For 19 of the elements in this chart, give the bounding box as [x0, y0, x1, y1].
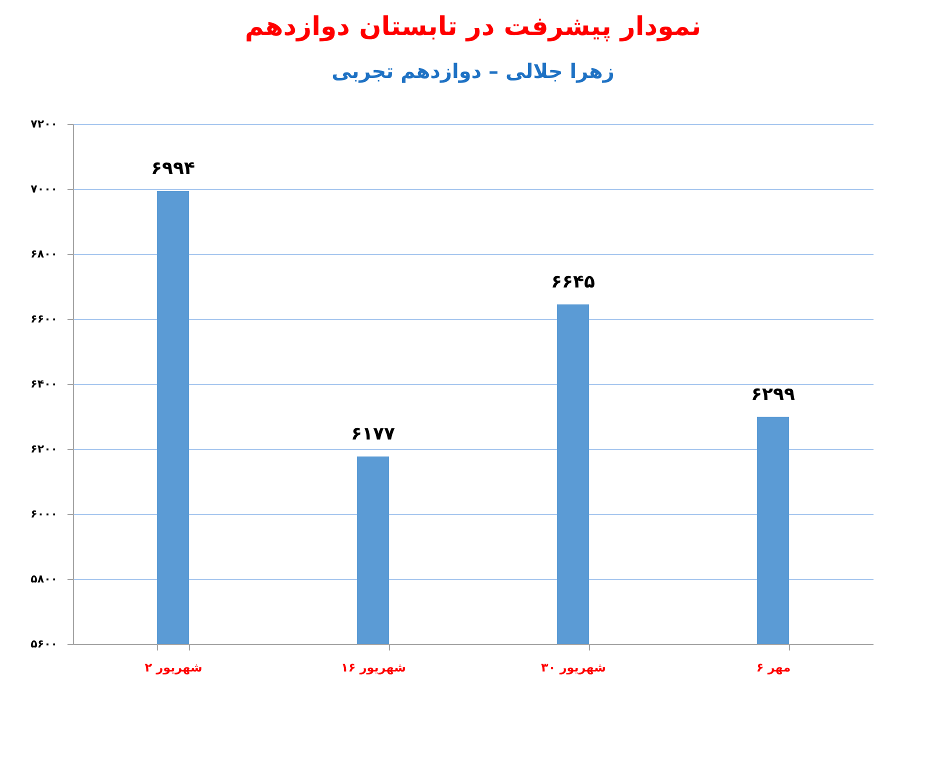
y-tick-label: ۶۴۰۰	[30, 378, 58, 390]
y-tick-label: ۶۲۰۰	[30, 442, 58, 456]
data-label: ۶۱۷۷	[351, 423, 395, 444]
x-tick-label: ۱۶ شهریور	[341, 660, 406, 674]
y-tick-label: ۶۰۰۰	[30, 508, 58, 520]
y-tick-label: ۵۸۰۰	[30, 572, 58, 586]
y-tick-label: ۷۲۰۰	[30, 118, 58, 130]
y-tick-label: ۶۶۰۰	[30, 312, 58, 326]
y-tick-label: ۵۶۰۰	[30, 638, 58, 650]
y-tick-label: ۶۸۰۰	[30, 248, 58, 260]
data-label: ۶۲۹۹	[751, 384, 795, 405]
data-label: ۶۹۹۴	[151, 158, 195, 179]
data-label: ۶۶۴۵	[551, 271, 595, 292]
chart-subtitle: زهرا جلالی – دوازدهم تجربی	[332, 59, 614, 83]
chart-title: نمودار پیشرفت در تابستان دوازدهم	[244, 12, 702, 42]
x-tick-label: ۶ مهر	[756, 660, 791, 674]
x-tick-label: ۳۰ شهریور	[541, 660, 606, 674]
x-tick-label: ۲ شهریور	[144, 660, 202, 674]
y-tick-label: ۷۰۰۰	[30, 182, 58, 196]
